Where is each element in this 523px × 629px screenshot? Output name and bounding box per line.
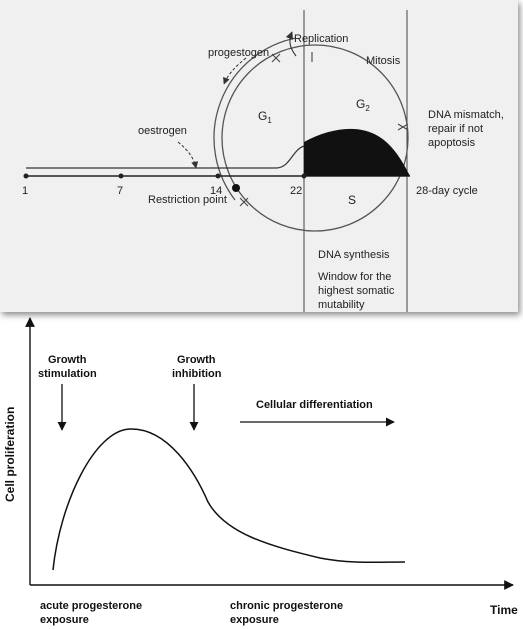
cellular-differentiation-label: Cellular differentiation: [256, 399, 373, 411]
day-28-label: 28-day cycle: [416, 185, 478, 197]
chronic-exposure-label: chronic progesterone exposure: [230, 600, 346, 626]
window-label: Window for the highest somatic mutabilit…: [318, 271, 398, 311]
day-7-dot: [118, 173, 124, 179]
y-axis-label: Cell proliferation: [3, 407, 17, 502]
acute-exposure-label: acute progesterone exposure: [40, 600, 145, 626]
restriction-point-label: Restriction point: [148, 194, 227, 206]
replication-label: Replication: [294, 33, 348, 45]
g1-label: G1: [258, 109, 272, 125]
restriction-point-dot: [232, 184, 240, 192]
day-1-label: 1: [22, 185, 28, 197]
day-1-dot: [23, 173, 29, 179]
growth-stimulation-label: Growth stimulation: [38, 354, 97, 380]
day-14-dot: [215, 173, 221, 179]
proliferation-diagram: Cell proliferation Time Growth stimulati…: [3, 317, 518, 626]
oestrogen-arrow: [177, 141, 199, 169]
cell-cycle-circle: [221, 44, 409, 232]
cell-cycle-diagram: Replication Mitosis progestogen oestroge…: [22, 10, 507, 312]
proliferation-curve: [52, 428, 406, 571]
progestogen-arrow: [223, 57, 247, 85]
oestrogen-label: oestrogen: [138, 125, 187, 137]
cell-cycle-panel: Replication Mitosis progestogen oestroge…: [0, 0, 518, 312]
day-22-label: 22: [290, 185, 302, 197]
tick-mark-3: [397, 123, 409, 131]
replication-arrow: [285, 31, 297, 57]
growth-inhibition-label: Growth inhibition: [172, 354, 222, 380]
dna-content-line: [26, 145, 305, 169]
dna-mismatch-label: DNA mismatch, repair if not apoptosis: [428, 109, 507, 149]
day-14-label: 14: [210, 185, 222, 197]
mitosis-label: Mitosis: [366, 55, 401, 67]
day-7-label: 7: [117, 185, 123, 197]
g1-outer-arc: [213, 37, 297, 201]
x-axis-label: Time: [490, 603, 518, 617]
tick-mark-4: [239, 197, 249, 207]
dna-synthesis-fill: [304, 128, 410, 176]
g2-label: G2: [356, 97, 370, 113]
day-22-dot: [301, 173, 307, 179]
progestogen-label: progestogen: [208, 47, 269, 59]
tick-mark-1: [271, 53, 281, 63]
dna-synthesis-label: DNA synthesis: [318, 249, 390, 261]
s-phase-label: S: [348, 193, 356, 207]
